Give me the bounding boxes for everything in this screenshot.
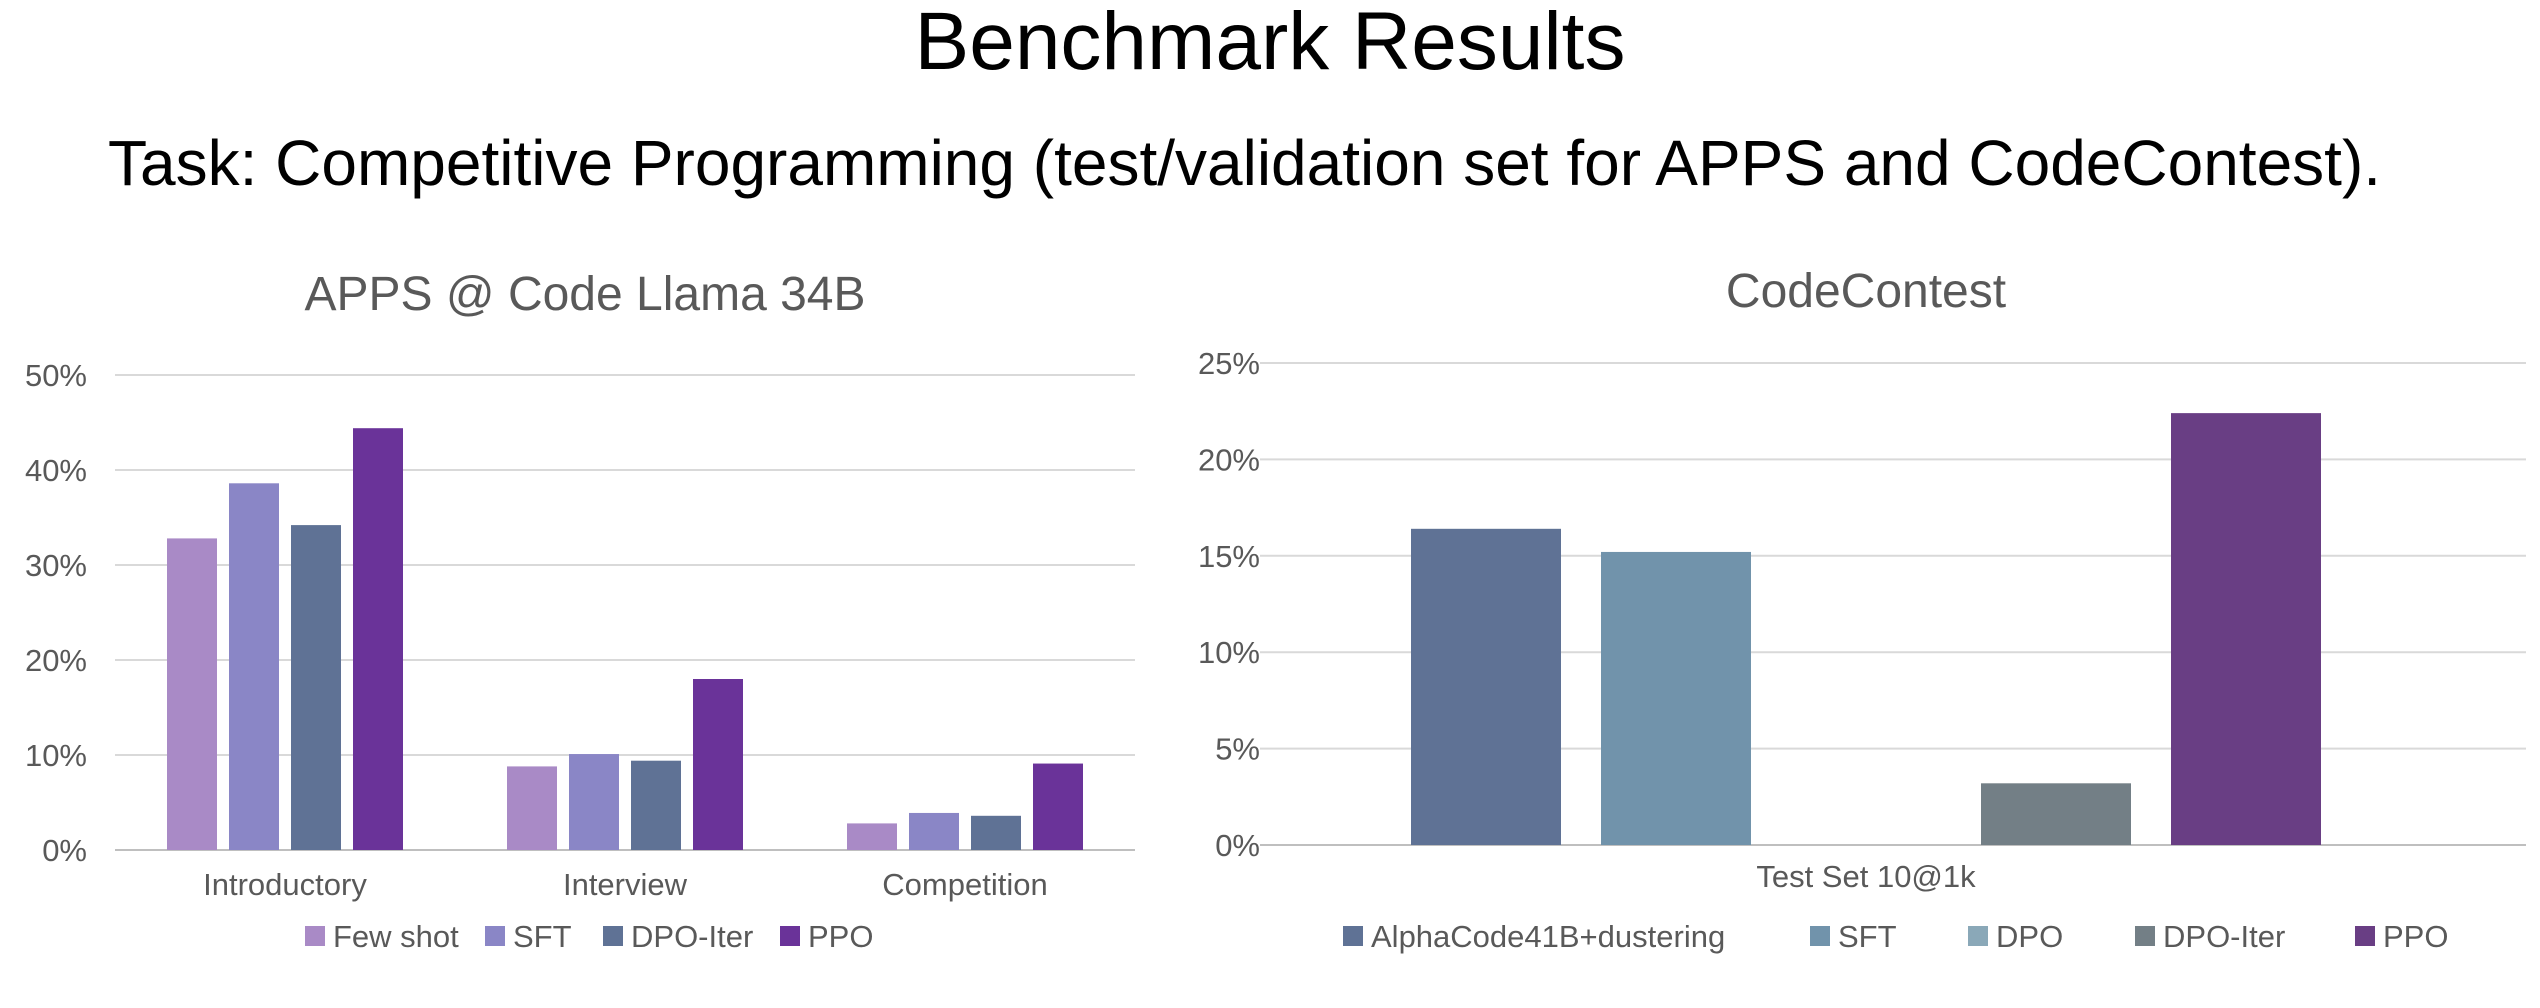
legend-swatch-alphacode41b-dustering: [1343, 926, 1363, 946]
x-tick-label: Interview: [563, 867, 688, 902]
y-tick-label: 30%: [25, 548, 87, 583]
legend-swatch-sft: [1810, 926, 1830, 946]
bar-few-shot-interview: [507, 766, 557, 850]
page-title: Benchmark Results: [914, 0, 1626, 87]
bar-ppo-competition: [1033, 763, 1083, 850]
y-tick-label: 5%: [1215, 732, 1260, 767]
y-tick-label: 40%: [25, 453, 87, 488]
legend-swatch-ppo: [780, 926, 800, 946]
bar-sft: [1601, 551, 1751, 845]
x-tick-label: Competition: [882, 867, 1047, 902]
codecontest-bar-chart: CodeContest 0% 5% 10% 15% 20% 25% Test Set 10@1…: [1198, 265, 2526, 954]
chart-title: CodeContest: [1726, 265, 2006, 318]
legend-label: SFT: [1838, 919, 1897, 954]
bar-dpo-iter-interview: [631, 760, 681, 850]
y-tick-label: 10%: [1198, 635, 1260, 670]
bar-few-shot-competition: [847, 823, 897, 850]
bar-ppo-introductory: [353, 428, 403, 850]
page-subtitle: Task: Competitive Programming (test/vali…: [108, 127, 2382, 199]
legend-label: SFT: [513, 919, 572, 954]
legend-swatch-few-shot: [305, 926, 325, 946]
legend-label: PPO: [808, 919, 873, 954]
legend-swatch-ppo: [2355, 926, 2375, 946]
bar-alphacode41b-dustering: [1411, 528, 1561, 845]
legend-label: DPO: [1996, 919, 2063, 954]
bar-dpo-iter-introductory: [291, 525, 341, 850]
y-tick-label: 15%: [1198, 539, 1260, 574]
legend-swatch-sft: [485, 926, 505, 946]
legend-swatch-dpo-iter: [2135, 926, 2155, 946]
bar-sft-competition: [909, 812, 959, 850]
y-tick-label: 25%: [1198, 346, 1260, 381]
x-tick-label: Test Set 10@1k: [1756, 859, 1976, 894]
y-tick-label: 0%: [42, 833, 87, 868]
legend-label: DPO-Iter: [631, 919, 753, 954]
legend-label: Few shot: [333, 919, 459, 954]
legend-label: AlphaCode41B+dustering: [1371, 919, 1725, 954]
legend-label: DPO-Iter: [2163, 919, 2285, 954]
bar-sft-interview: [569, 754, 619, 850]
y-tick-label: 10%: [25, 738, 87, 773]
y-tick-label: 0%: [1215, 828, 1260, 863]
bar-few-shot-introductory: [167, 538, 217, 850]
bar-sft-introductory: [229, 483, 279, 850]
y-tick-label: 50%: [25, 358, 87, 393]
apps-bar-chart: APPS @ Code Llama 34B 0% 10% 20% 30% 40% 50% In…: [25, 268, 1135, 954]
legend-swatch-dpo-iter: [603, 926, 623, 946]
legend-swatch-dpo: [1968, 926, 1988, 946]
bar-ppo: [2171, 413, 2321, 845]
chart-title: APPS @ Code Llama 34B: [304, 268, 865, 321]
y-tick-label: 20%: [25, 643, 87, 678]
bar-dpo-iter-competition: [971, 815, 1021, 850]
x-tick-label: Introductory: [203, 867, 367, 902]
y-tick-label: 20%: [1198, 442, 1260, 477]
bar-ppo-interview: [693, 679, 743, 850]
legend-label: PPO: [2383, 919, 2448, 954]
bar-dpo-iter: [1981, 783, 2131, 845]
